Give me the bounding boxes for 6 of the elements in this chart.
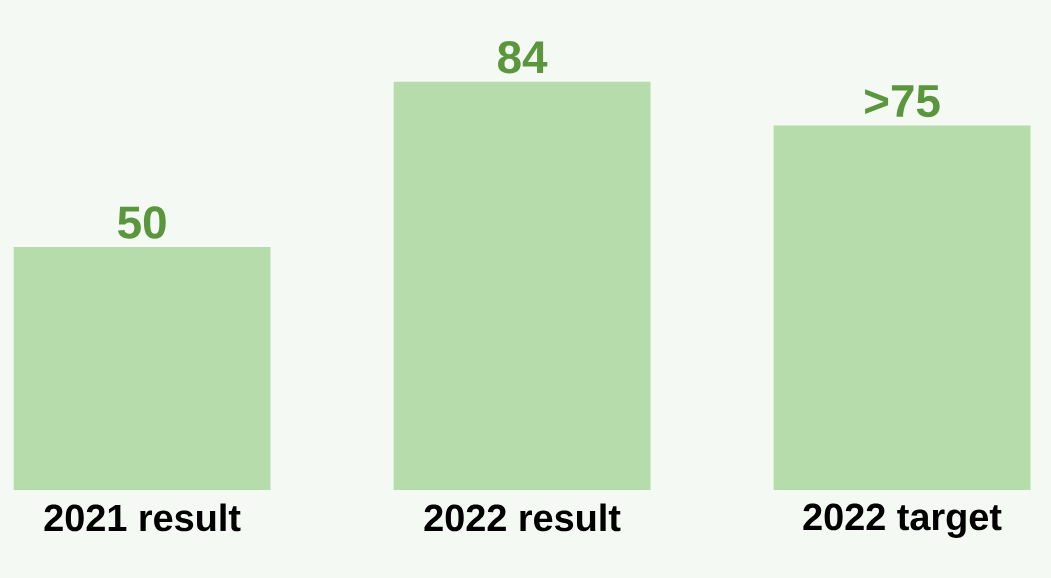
data-label: 50 — [118, 206, 166, 239]
x-tick-label: 2021 result — [44, 503, 241, 532]
x-tick-label: 2022 result — [424, 503, 621, 532]
data-label: >75 — [865, 85, 940, 118]
x-tick-label: 2022 target — [803, 503, 1002, 538]
data-label: 84 — [498, 41, 548, 74]
